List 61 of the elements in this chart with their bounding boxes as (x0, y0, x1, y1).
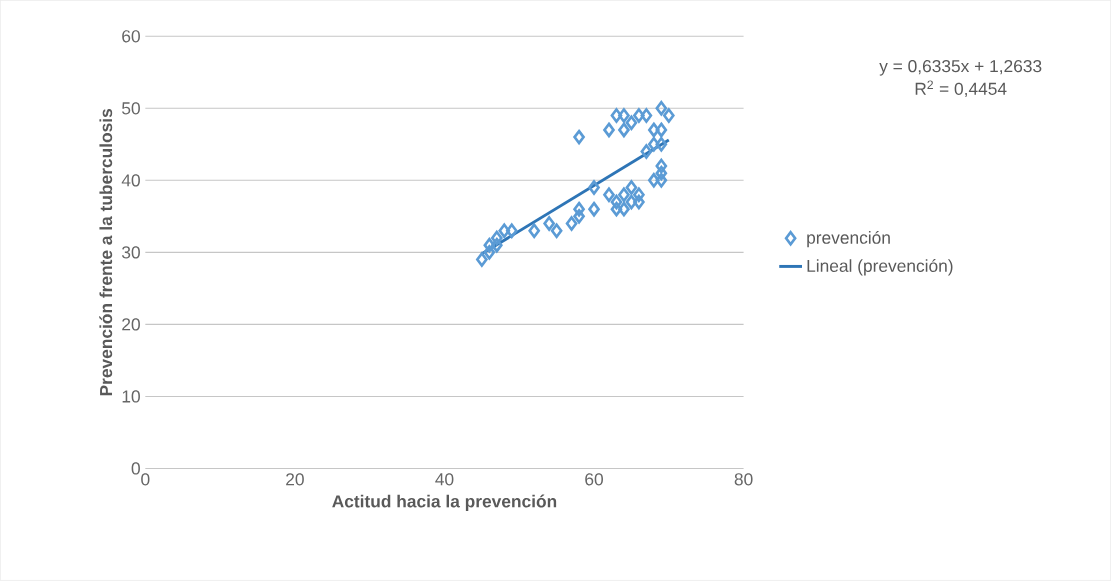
point (655, 122, 668, 138)
point (640, 144, 653, 159)
x-tick-label: 80 (734, 473, 753, 486)
point (490, 230, 503, 246)
point (550, 223, 563, 239)
x-tick-label: 20 (286, 473, 304, 486)
y-axis-title: Prevención frente a la tuberculosis (99, 109, 113, 396)
point (610, 108, 623, 123)
point (655, 173, 668, 188)
point (573, 209, 585, 224)
point (640, 108, 653, 123)
x-tick-label: 0 (141, 473, 150, 486)
point (588, 180, 600, 195)
point (625, 194, 638, 210)
point (498, 223, 511, 239)
point (655, 137, 668, 152)
legend-label: prevención (807, 231, 890, 248)
point (573, 129, 585, 145)
point (618, 108, 630, 123)
point (655, 101, 668, 116)
point (543, 216, 555, 231)
point (662, 108, 675, 123)
y-tick-label: 60 (122, 30, 140, 43)
point (625, 180, 638, 195)
text: y = 0,6335x + 1,2633 (879, 60, 1042, 76)
point (618, 201, 630, 217)
point (655, 158, 668, 174)
point (648, 122, 660, 138)
point (618, 122, 630, 138)
point (505, 223, 518, 239)
y-tick-label: 40 (121, 174, 140, 187)
x-tick-label: 60 (585, 473, 603, 486)
point (573, 201, 585, 217)
point (625, 115, 638, 131)
point (633, 108, 645, 123)
text: R$^{2}$ = 0,4454 (915, 80, 1007, 98)
y-tick-label: 0 (131, 462, 140, 475)
point (588, 201, 600, 217)
point (618, 187, 630, 203)
point (490, 237, 503, 253)
y-tick-label: 30 (122, 246, 140, 259)
point (483, 245, 496, 260)
point (603, 122, 615, 138)
point (648, 137, 660, 152)
point (610, 194, 623, 210)
legend-label: Lineal (prevención) (807, 259, 953, 276)
y-tick-label: 20 (122, 318, 140, 331)
point (528, 223, 541, 239)
y-tick-label: 10 (122, 390, 140, 403)
point (610, 201, 623, 217)
y-tick-label: 50 (122, 102, 140, 115)
point (655, 165, 668, 181)
point (603, 187, 615, 203)
point (633, 187, 645, 203)
x-axis-title: Actitud hacia la prevención (332, 494, 557, 512)
x-tick-label: 40 (435, 473, 454, 486)
point (476, 252, 488, 268)
point (648, 173, 660, 188)
point (633, 194, 645, 210)
point (565, 216, 578, 231)
point (483, 237, 496, 253)
